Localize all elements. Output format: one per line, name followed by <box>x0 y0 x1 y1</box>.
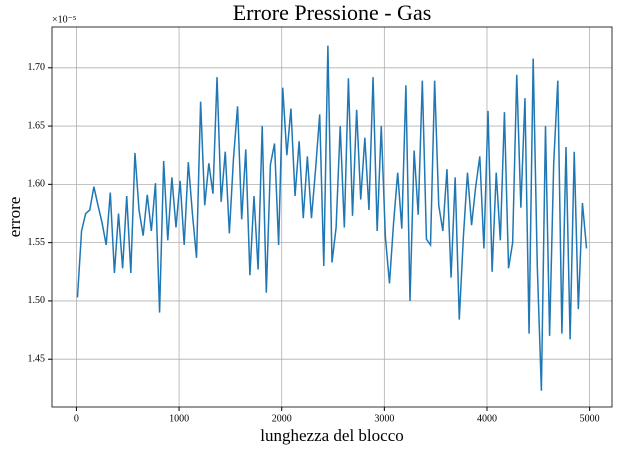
y-tick-label: 1.55 <box>28 237 46 248</box>
plot-frame <box>51 26 613 408</box>
y-tick-label: 1.70 <box>28 62 46 73</box>
data-line <box>76 45 588 391</box>
x-axis-label: lunghezza del blocco <box>260 426 404 445</box>
chart-title: Errore Pressione - Gas <box>233 0 432 25</box>
y-tick-label: 1.50 <box>28 295 46 306</box>
x-tick-label: 0 <box>74 413 79 424</box>
x-tick-label: 5000 <box>580 413 600 424</box>
x-tick-label: 3000 <box>374 413 394 424</box>
x-tick-label: 1000 <box>169 413 189 424</box>
y-axis-label: errore <box>5 197 24 238</box>
y-offset-label: ×10⁻⁵ <box>52 14 76 25</box>
y-tick-label: 1.60 <box>28 179 46 190</box>
x-tick-label: 2000 <box>272 413 292 424</box>
x-tick-label: 4000 <box>477 413 497 424</box>
y-tick-label: 1.45 <box>28 354 46 365</box>
y-tick-label: 1.65 <box>28 120 46 131</box>
